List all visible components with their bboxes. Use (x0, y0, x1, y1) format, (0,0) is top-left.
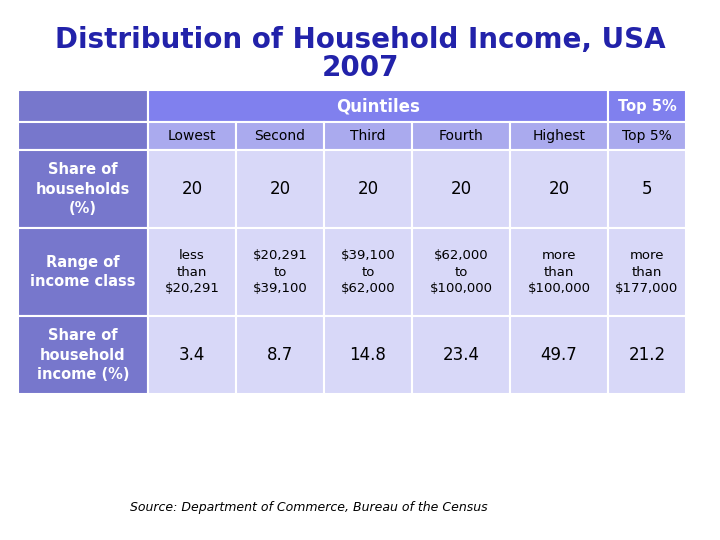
Bar (236, 228, 324, 316)
Bar (412, 122, 510, 150)
Bar (148, 316, 236, 394)
Text: Lowest: Lowest (168, 129, 216, 143)
Text: 2007: 2007 (321, 54, 399, 82)
Text: 23.4: 23.4 (443, 346, 480, 364)
Text: $62,000
to
$100,000: $62,000 to $100,000 (430, 249, 492, 295)
Bar (608, 228, 686, 316)
Text: 21.2: 21.2 (629, 346, 665, 364)
Text: more
than
$100,000: more than $100,000 (528, 249, 590, 295)
Bar (324, 228, 412, 316)
Bar (510, 122, 608, 150)
Bar (18, 150, 148, 228)
Bar (148, 150, 236, 228)
Text: 20: 20 (451, 180, 472, 198)
Bar (510, 316, 608, 394)
Text: more
than
$177,000: more than $177,000 (616, 249, 679, 295)
Text: 20: 20 (357, 180, 379, 198)
Text: Third: Third (350, 129, 386, 143)
Bar (324, 122, 412, 150)
Text: 14.8: 14.8 (350, 346, 387, 364)
Bar (324, 150, 412, 228)
Text: 49.7: 49.7 (541, 346, 577, 364)
Text: 3.4: 3.4 (179, 346, 205, 364)
Text: Distribution of Household Income, USA: Distribution of Household Income, USA (55, 26, 665, 54)
Bar (18, 90, 148, 122)
Text: 8.7: 8.7 (267, 346, 293, 364)
Text: 20: 20 (269, 180, 291, 198)
Bar (510, 228, 608, 316)
Bar (148, 228, 236, 316)
Text: Second: Second (254, 129, 305, 143)
Bar (412, 228, 510, 316)
Text: Quintiles: Quintiles (336, 97, 420, 115)
Bar (236, 122, 324, 150)
Text: Share of
households
(%): Share of households (%) (36, 163, 130, 215)
Bar (510, 150, 608, 228)
Text: Range of
income class: Range of income class (30, 255, 136, 289)
Bar (148, 90, 608, 122)
Text: Share of
household
income (%): Share of household income (%) (37, 328, 130, 382)
Bar (18, 316, 148, 394)
Bar (236, 316, 324, 394)
Bar (608, 122, 686, 150)
Bar (148, 122, 236, 150)
Text: 20: 20 (549, 180, 570, 198)
Bar (412, 316, 510, 394)
Text: 20: 20 (181, 180, 202, 198)
Bar (412, 150, 510, 228)
Bar (18, 228, 148, 316)
Bar (608, 316, 686, 394)
Bar (18, 122, 148, 150)
Text: 5: 5 (642, 180, 652, 198)
Text: $20,291
to
$39,100: $20,291 to $39,100 (253, 249, 307, 295)
Bar (236, 150, 324, 228)
Text: Top 5%: Top 5% (622, 129, 672, 143)
Text: $39,100
to
$62,000: $39,100 to $62,000 (341, 249, 395, 295)
Text: Top 5%: Top 5% (618, 98, 676, 113)
Bar (608, 90, 686, 122)
Bar (608, 150, 686, 228)
Text: Highest: Highest (533, 129, 585, 143)
Text: Source: Department of Commerce, Bureau of the Census: Source: Department of Commerce, Bureau o… (130, 502, 487, 515)
Text: less
than
$20,291: less than $20,291 (165, 249, 220, 295)
Text: Fourth: Fourth (438, 129, 483, 143)
Bar (324, 316, 412, 394)
